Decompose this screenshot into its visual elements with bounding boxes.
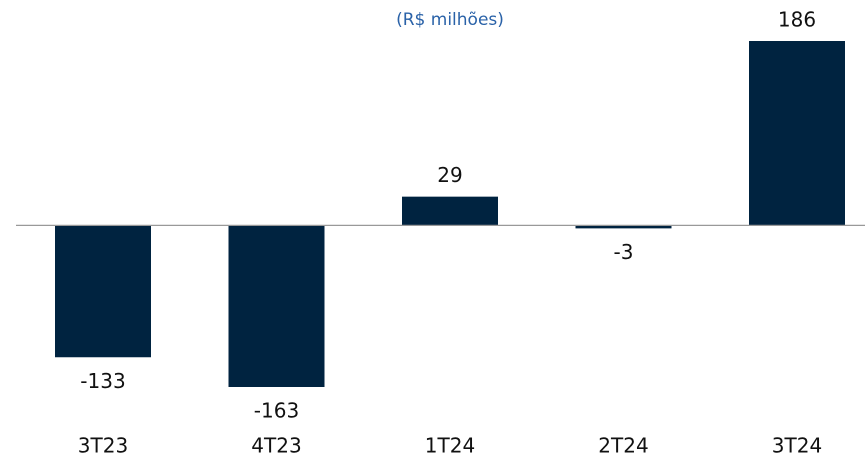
bar xyxy=(749,41,845,226)
data-label: 186 xyxy=(778,8,816,32)
data-label: -133 xyxy=(80,369,125,393)
bar xyxy=(402,196,498,226)
bar xyxy=(55,225,151,358)
x-tick-label: 3T24 xyxy=(772,434,822,458)
data-label: -163 xyxy=(254,399,299,423)
data-label: -3 xyxy=(614,240,634,264)
bar xyxy=(228,225,325,387)
x-tick-label: 4T23 xyxy=(251,434,301,458)
x-tick-label: 2T24 xyxy=(598,434,648,458)
chart-subtitle: (R$ milhões) xyxy=(396,10,504,30)
x-tick-label: 3T23 xyxy=(78,434,128,458)
data-label: 29 xyxy=(437,163,462,187)
bar xyxy=(575,225,672,229)
x-tick-label: 1T24 xyxy=(425,434,475,458)
